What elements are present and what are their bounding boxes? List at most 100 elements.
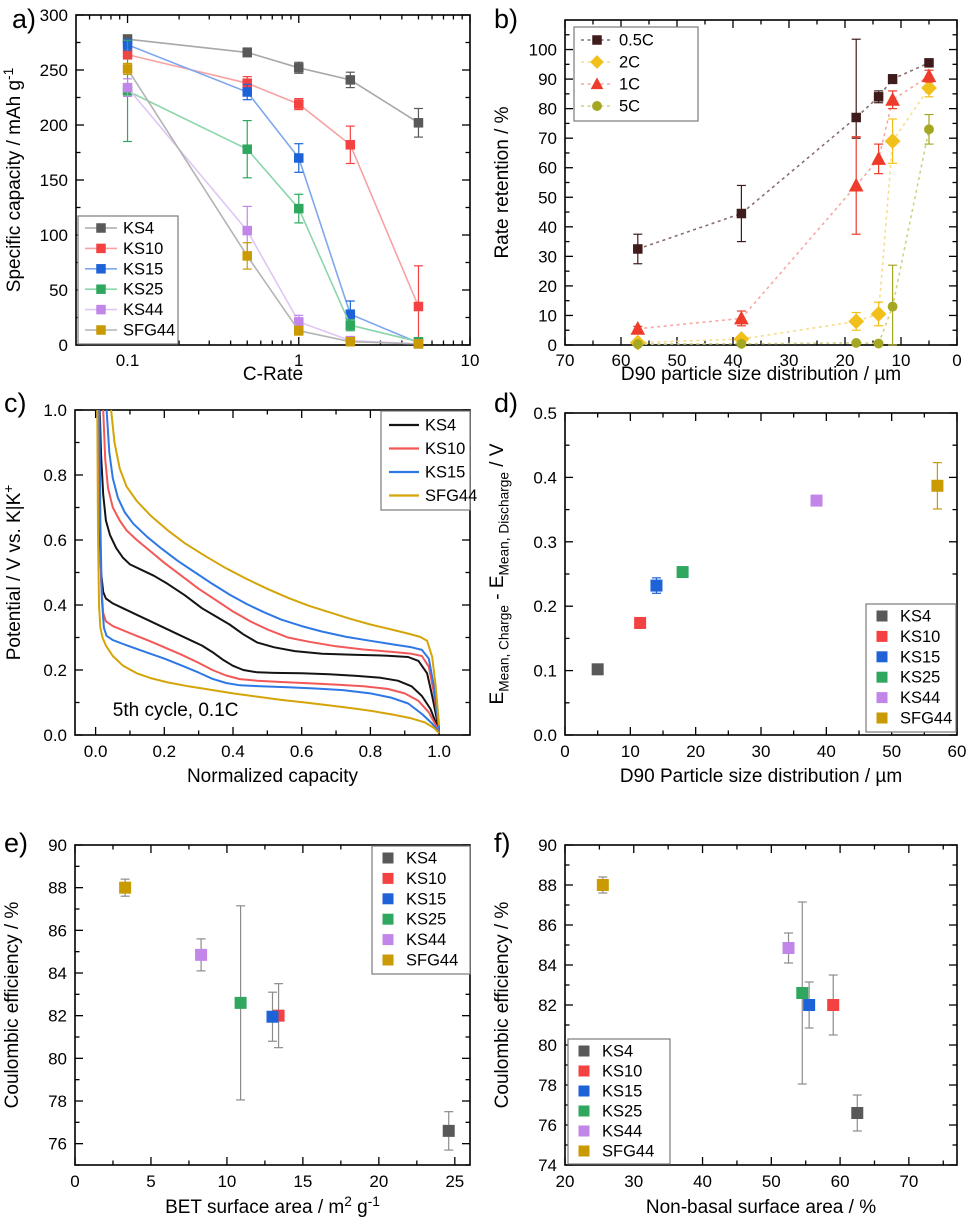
legend-label: SFG44 <box>602 1143 654 1161</box>
legend-f: KS4 KS10 KS15 KS25 KS44 SFG44 <box>567 1038 671 1165</box>
y-tick-label: 76 <box>538 1116 557 1135</box>
y-tick-label: 0.0 <box>43 726 67 745</box>
legend-entry-KS44: KS44 <box>876 689 940 707</box>
legend-label: KS4 <box>602 1043 633 1061</box>
y-tick-label: 10 <box>538 306 557 325</box>
panel-letter-d: d) <box>494 388 519 418</box>
legend-label: KS4 <box>900 608 931 626</box>
legend-entry-KS4: KS4 <box>578 1043 633 1061</box>
legend-entry-1C: 1C <box>581 76 640 94</box>
x-tick-label: 15 <box>293 1172 312 1191</box>
x-axis-label: C-Rate <box>243 364 303 385</box>
series-KS15 <box>266 991 279 1042</box>
y-tick-label: 86 <box>538 916 557 935</box>
series-KS25 <box>234 905 247 1101</box>
legend-label: SFG44 <box>900 710 952 728</box>
x-tick-label: 10 <box>621 742 640 761</box>
x-tick-label: 0.8 <box>359 742 383 761</box>
y-tick-label: 90 <box>538 836 557 855</box>
y-tick-label: 30 <box>538 247 557 266</box>
x-tick-label: 40 <box>817 742 836 761</box>
series-KS25 <box>676 566 689 579</box>
y-tick-label: 100 <box>40 226 68 245</box>
chart-panel-c-potential-profiles: 0.0 0.2 0.4 0.6 0.8 1.0 0.0 0.2 0.4 0.6 0.8 1.0 Norm… <box>1 401 478 787</box>
legend-entry-KS44: KS44 <box>578 1123 642 1141</box>
x-axis-label: Normalized capacity <box>187 766 359 787</box>
legend-entry-KS15: KS15 <box>389 464 465 482</box>
x-tick-label: 25 <box>445 1172 464 1191</box>
y-tick-label: 100 <box>529 41 557 60</box>
series-SFG44 <box>119 878 132 897</box>
axes-e: 0 5 10 15 20 25 76 78 80 82 84 86 88 90 BET surface ar… <box>2 836 471 1218</box>
x-tick-label: 30 <box>752 742 771 761</box>
legend-entry-KS10: KS10 <box>578 1063 642 1081</box>
x-tick-label: 1.0 <box>427 742 451 761</box>
y-tick-label: 0.6 <box>43 531 67 550</box>
annotation-text: 5th cycle, 0.1C <box>113 700 239 721</box>
x-tick-label: 50 <box>882 742 901 761</box>
legend-entry-KS4: KS4 <box>876 608 931 626</box>
legend-label: KS15 <box>602 1083 642 1101</box>
x-tick-label: 1 <box>294 351 303 370</box>
x-axis-label: D90 Particle size distribution / µm <box>620 766 902 787</box>
legend-entry-KS44: KS44 <box>382 931 446 949</box>
y-tick-label: 78 <box>48 1092 67 1111</box>
y-tick-label: 86 <box>48 921 67 940</box>
y-tick-label: 60 <box>538 159 557 178</box>
x-tick-label: 0.1 <box>116 351 140 370</box>
legend-label: KS25 <box>900 669 940 687</box>
y-tick-label: 40 <box>538 218 557 237</box>
legend-label: KS4 <box>406 850 437 868</box>
series-KS4 <box>591 663 604 676</box>
y-tick-label: 0 <box>548 336 557 355</box>
y-tick-label: 90 <box>538 70 557 89</box>
y-tick-label: 0.1 <box>533 662 557 681</box>
y-tick-label: 0.4 <box>43 596 67 615</box>
legend-entry-KS15: KS15 <box>85 260 163 278</box>
panel-letter-f: f) <box>494 828 511 858</box>
series-KS10 <box>97 409 441 732</box>
y-axis-label: Specific capacity / mAh g-1 <box>1 68 25 292</box>
legend-label: KS10 <box>900 628 940 646</box>
legend-label: KS15 <box>406 890 446 908</box>
y-tick-label: 80 <box>538 100 557 119</box>
legend-label: KS25 <box>123 281 163 299</box>
legend-label: KS10 <box>123 240 163 258</box>
x-tick-label: 60 <box>948 742 967 761</box>
y-tick-label: 0.5 <box>533 404 557 423</box>
panel-letter-e: e) <box>4 828 29 858</box>
legend-label: KS15 <box>425 464 465 482</box>
legend-e: KS4 KS10 KS15 KS25 KS44 SFG44 <box>371 845 471 975</box>
x-tick-label: 5 <box>146 1172 155 1191</box>
y-tick-label: 0.8 <box>43 466 67 485</box>
legend-label: KS4 <box>425 417 456 435</box>
series-KS15 <box>98 409 441 733</box>
x-tick-label: 10 <box>461 351 480 370</box>
series-KS25 <box>796 901 809 1085</box>
y-axis-label: Coulombic efficiency / % <box>492 902 513 1109</box>
y-tick-label: 88 <box>48 879 67 898</box>
legend-entry-SFG44: SFG44 <box>389 487 477 505</box>
legend-label: KS44 <box>406 931 446 949</box>
y-axis-label: Potential / V vs. K|K+ <box>1 485 25 661</box>
legend-label: KS10 <box>425 440 465 458</box>
legend-entry-KS25: KS25 <box>876 669 940 687</box>
legend-label: KS44 <box>602 1123 642 1141</box>
legend-b: 0.5C 2C 1C 5C <box>573 26 699 122</box>
y-tick-label: 78 <box>538 1076 557 1095</box>
legend-entry-KS4: KS4 <box>389 417 456 435</box>
legend-c: KS4 KS10 KS15 SFG44 <box>380 410 477 511</box>
series-0.5C <box>633 38 934 265</box>
chart-panel-d-mean-voltage-gap: 0 10 20 30 40 50 60 0.0 0.1 0.2 0.3 0.4 0.5 D90 Parti… <box>487 404 967 787</box>
panel-letter-b: b) <box>494 4 519 34</box>
x-axis-label: BET surface area / m2 g-1 <box>165 1194 380 1218</box>
series-KS10 <box>634 616 647 629</box>
x-tick-label: 0 <box>70 1172 79 1191</box>
series-KS4 <box>851 1094 864 1132</box>
y-tick-label: 50 <box>49 281 68 300</box>
y-tick-label: 80 <box>48 1049 67 1068</box>
y-tick-label: 0.3 <box>533 533 557 552</box>
x-tick-label: 10 <box>217 1172 236 1191</box>
legend-d: KS4 KS10 KS15 KS25 KS44 SFG44 <box>865 603 957 733</box>
y-axis-label: Coulombic efficiency / % <box>2 902 23 1109</box>
